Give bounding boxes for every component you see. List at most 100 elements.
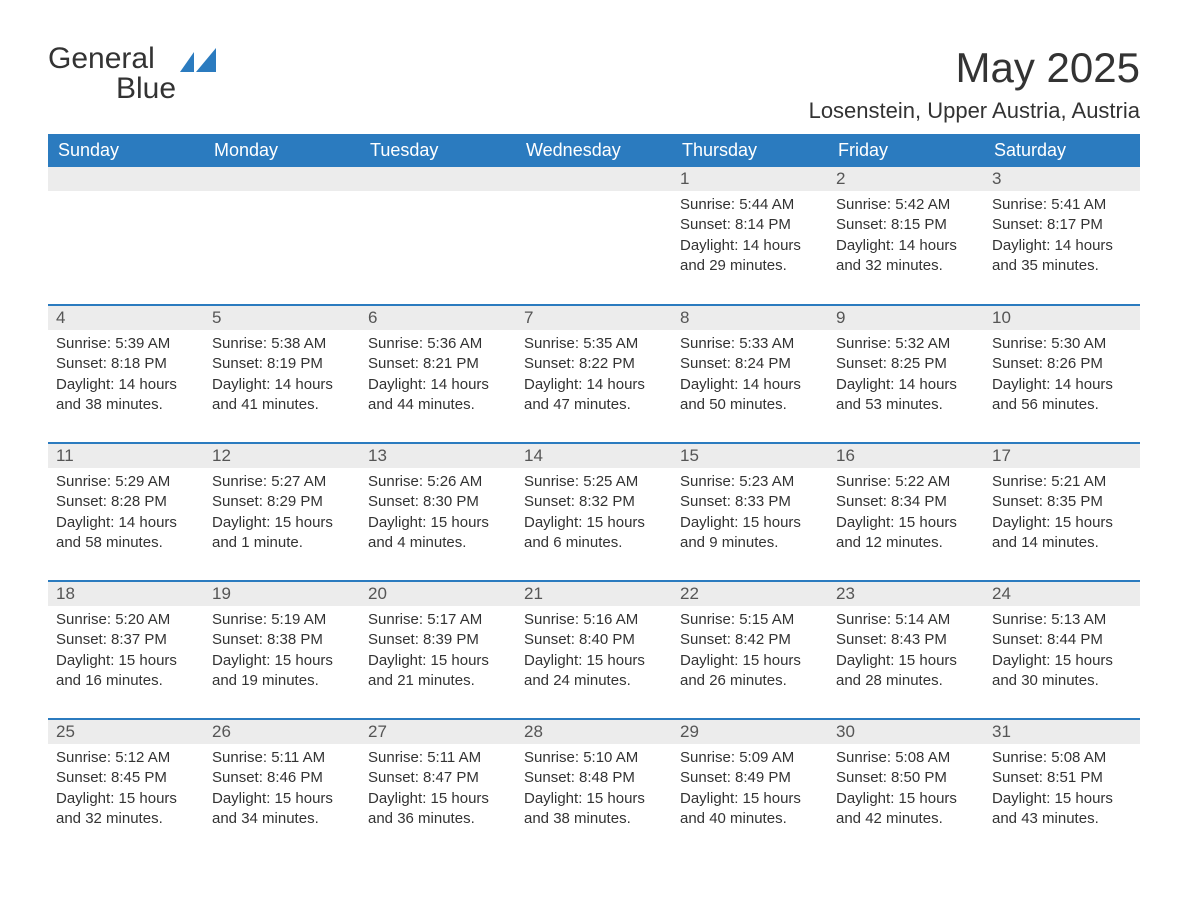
day-info: Sunrise: 5:22 AMSunset: 8:34 PMDaylight:… xyxy=(828,468,984,561)
sunrise-line: Sunrise: 5:21 AM xyxy=(992,473,1106,490)
calendar-cell: 18Sunrise: 5:20 AMSunset: 8:37 PMDayligh… xyxy=(48,581,204,719)
daylight-line: Daylight: 15 hours and 38 minutes. xyxy=(524,790,645,827)
daylight-line: Daylight: 15 hours and 19 minutes. xyxy=(212,652,333,689)
sunrise-line: Sunrise: 5:12 AM xyxy=(56,749,170,766)
sunrise-line: Sunrise: 5:23 AM xyxy=(680,473,794,490)
sunset-line: Sunset: 8:21 PM xyxy=(368,355,479,372)
day-info: Sunrise: 5:20 AMSunset: 8:37 PMDaylight:… xyxy=(48,606,204,699)
weekday-header: Saturday xyxy=(984,134,1140,167)
daylight-line: Daylight: 14 hours and 50 minutes. xyxy=(680,376,801,413)
sunset-line: Sunset: 8:15 PM xyxy=(836,216,947,233)
daylight-line: Daylight: 15 hours and 40 minutes. xyxy=(680,790,801,827)
calendar-cell: 17Sunrise: 5:21 AMSunset: 8:35 PMDayligh… xyxy=(984,443,1140,581)
day-number: 14 xyxy=(516,444,672,468)
day-number: 10 xyxy=(984,306,1140,330)
day-number: 27 xyxy=(360,720,516,744)
calendar-cell: 28Sunrise: 5:10 AMSunset: 8:48 PMDayligh… xyxy=(516,719,672,857)
calendar-cell: 30Sunrise: 5:08 AMSunset: 8:50 PMDayligh… xyxy=(828,719,984,857)
daylight-line: Daylight: 14 hours and 58 minutes. xyxy=(56,514,177,551)
day-info: Sunrise: 5:19 AMSunset: 8:38 PMDaylight:… xyxy=(204,606,360,699)
calendar-cell: 3Sunrise: 5:41 AMSunset: 8:17 PMDaylight… xyxy=(984,167,1140,305)
sunset-line: Sunset: 8:18 PM xyxy=(56,355,167,372)
day-number: 22 xyxy=(672,582,828,606)
day-info: Sunrise: 5:21 AMSunset: 8:35 PMDaylight:… xyxy=(984,468,1140,561)
calendar-cell: 19Sunrise: 5:19 AMSunset: 8:38 PMDayligh… xyxy=(204,581,360,719)
sunset-line: Sunset: 8:33 PM xyxy=(680,493,791,510)
sunset-line: Sunset: 8:44 PM xyxy=(992,631,1103,648)
calendar-cell xyxy=(516,167,672,305)
day-info: Sunrise: 5:08 AMSunset: 8:51 PMDaylight:… xyxy=(984,744,1140,837)
day-info: Sunrise: 5:38 AM Sunset: 8:19 PM Daylight:… xyxy=(204,330,360,423)
day-info: Sunrise: 5:42 AMSunset: 8:15 PMDaylight:… xyxy=(828,191,984,284)
day-info: Sunrise: 5:35 AMSunset: 8:22 PMDaylight:… xyxy=(516,330,672,423)
daylight-line: Daylight: 15 hours and 12 minutes. xyxy=(836,514,957,551)
sunrise-line: Sunrise: 5:38 AM xyxy=(212,335,326,352)
daylight-line: Daylight: 14 hours and 29 minutes. xyxy=(680,237,801,274)
daylight-line: Daylight: 15 hours and 6 minutes. xyxy=(524,514,645,551)
weekday-header: Friday xyxy=(828,134,984,167)
daylight-line: Daylight: 15 hours and 26 minutes. xyxy=(680,652,801,689)
sunrise-line: Sunrise: 5:26 AM xyxy=(368,473,482,490)
day-info: Sunrise: 5:33 AMSunset: 8:24 PMDaylight:… xyxy=(672,330,828,423)
day-number: 17 xyxy=(984,444,1140,468)
weekday-header: Sunday xyxy=(48,134,204,167)
daylight-line: Daylight: 15 hours and 32 minutes. xyxy=(56,790,177,827)
day-number: 20 xyxy=(360,582,516,606)
sunset-line: Sunset: 8:34 PM xyxy=(836,493,947,510)
calendar-cell: 25Sunrise: 5:12 AMSunset: 8:45 PMDayligh… xyxy=(48,719,204,857)
sunrise-line: Sunrise: 5:30 AM xyxy=(992,335,1106,352)
sunrise-line: Sunrise: 5:17 AM xyxy=(368,611,482,628)
sunrise-line: Sunrise: 5:42 AM xyxy=(836,196,950,213)
daylight-line: Daylight: 15 hours and 42 minutes. xyxy=(836,790,957,827)
sunset-line: Sunset: 8:38 PM xyxy=(212,631,323,648)
day-info: Sunrise: 5:12 AMSunset: 8:45 PMDaylight:… xyxy=(48,744,204,837)
daylight-line: Daylight: 14 hours and 44 minutes. xyxy=(368,376,489,413)
day-number: 13 xyxy=(360,444,516,468)
day-number: 23 xyxy=(828,582,984,606)
flag-icon xyxy=(180,48,220,76)
daylight-line: Daylight: 14 hours and 41 minutes. xyxy=(212,376,333,413)
sunrise-line: Sunrise: 5:36 AM xyxy=(368,335,482,352)
calendar-cell: 24Sunrise: 5:13 AMSunset: 8:44 PMDayligh… xyxy=(984,581,1140,719)
sunset-line: Sunset: 8:26 PM xyxy=(992,355,1103,372)
day-number: 30 xyxy=(828,720,984,744)
day-number: 5 xyxy=(204,306,360,330)
sunset-line: Sunset: 8:49 PM xyxy=(680,769,791,786)
sunset-line: Sunset: 8:37 PM xyxy=(56,631,167,648)
sunset-line: Sunset: 8:22 PM xyxy=(524,355,635,372)
sunset-line: Sunset: 8:14 PM xyxy=(680,216,791,233)
weekday-header: Thursday xyxy=(672,134,828,167)
sunset-line: Sunset: 8:32 PM xyxy=(524,493,635,510)
calendar-cell: 8Sunrise: 5:33 AMSunset: 8:24 PMDaylight… xyxy=(672,305,828,443)
calendar-cell: 10Sunrise: 5:30 AMSunset: 8:26 PMDayligh… xyxy=(984,305,1140,443)
day-info: Sunrise: 5:08 AMSunset: 8:50 PMDaylight:… xyxy=(828,744,984,837)
sunrise-line: Sunrise: 5:20 AM xyxy=(56,611,170,628)
day-number: 28 xyxy=(516,720,672,744)
calendar-cell: 20Sunrise: 5:17 AMSunset: 8:39 PMDayligh… xyxy=(360,581,516,719)
day-number: 1 xyxy=(672,167,828,191)
day-number: 16 xyxy=(828,444,984,468)
day-info: Sunrise: 5:44 AMSunset: 8:14 PMDaylight:… xyxy=(672,191,828,284)
sunset-line: Sunset: 8:17 PM xyxy=(992,216,1103,233)
sunset-line: Sunset: 8:28 PM xyxy=(56,493,167,510)
calendar-cell xyxy=(360,167,516,305)
daylight-line: Daylight: 15 hours and 30 minutes. xyxy=(992,652,1113,689)
sunset-line: Sunset: 8:51 PM xyxy=(992,769,1103,786)
calendar-cell: 6Sunrise: 5:36 AMSunset: 8:21 PMDaylight… xyxy=(360,305,516,443)
daylight-line: Daylight: 15 hours and 9 minutes. xyxy=(680,514,801,551)
calendar-cell: 26Sunrise: 5:11 AMSunset: 8:46 PMDayligh… xyxy=(204,719,360,857)
day-info: Sunrise: 5:32 AMSunset: 8:25 PMDaylight:… xyxy=(828,330,984,423)
day-info: Sunrise: 5:14 AMSunset: 8:43 PMDaylight:… xyxy=(828,606,984,699)
sunrise-line: Sunrise: 5:11 AM xyxy=(212,749,325,766)
sunset-line: Sunset: 8:42 PM xyxy=(680,631,791,648)
sunset-line: Sunset: 8:19 PM xyxy=(212,355,323,372)
calendar-cell: 11Sunrise: 5:29 AMSunset: 8:28 PMDayligh… xyxy=(48,443,204,581)
sunset-line: Sunset: 8:35 PM xyxy=(992,493,1103,510)
day-info: Sunrise: 5:10 AMSunset: 8:48 PMDaylight:… xyxy=(516,744,672,837)
calendar-cell: 12Sunrise: 5:27 AMSunset: 8:29 PMDayligh… xyxy=(204,443,360,581)
sunset-line: Sunset: 8:43 PM xyxy=(836,631,947,648)
day-info: Sunrise: 5:11 AMSunset: 8:46 PMDaylight:… xyxy=(204,744,360,837)
day-number: 4 xyxy=(48,306,204,330)
day-info: Sunrise: 5:09 AMSunset: 8:49 PMDaylight:… xyxy=(672,744,828,837)
calendar-cell: 5 Sunrise: 5:38 AM Sunset: 8:19 PM Daylight… xyxy=(204,305,360,443)
